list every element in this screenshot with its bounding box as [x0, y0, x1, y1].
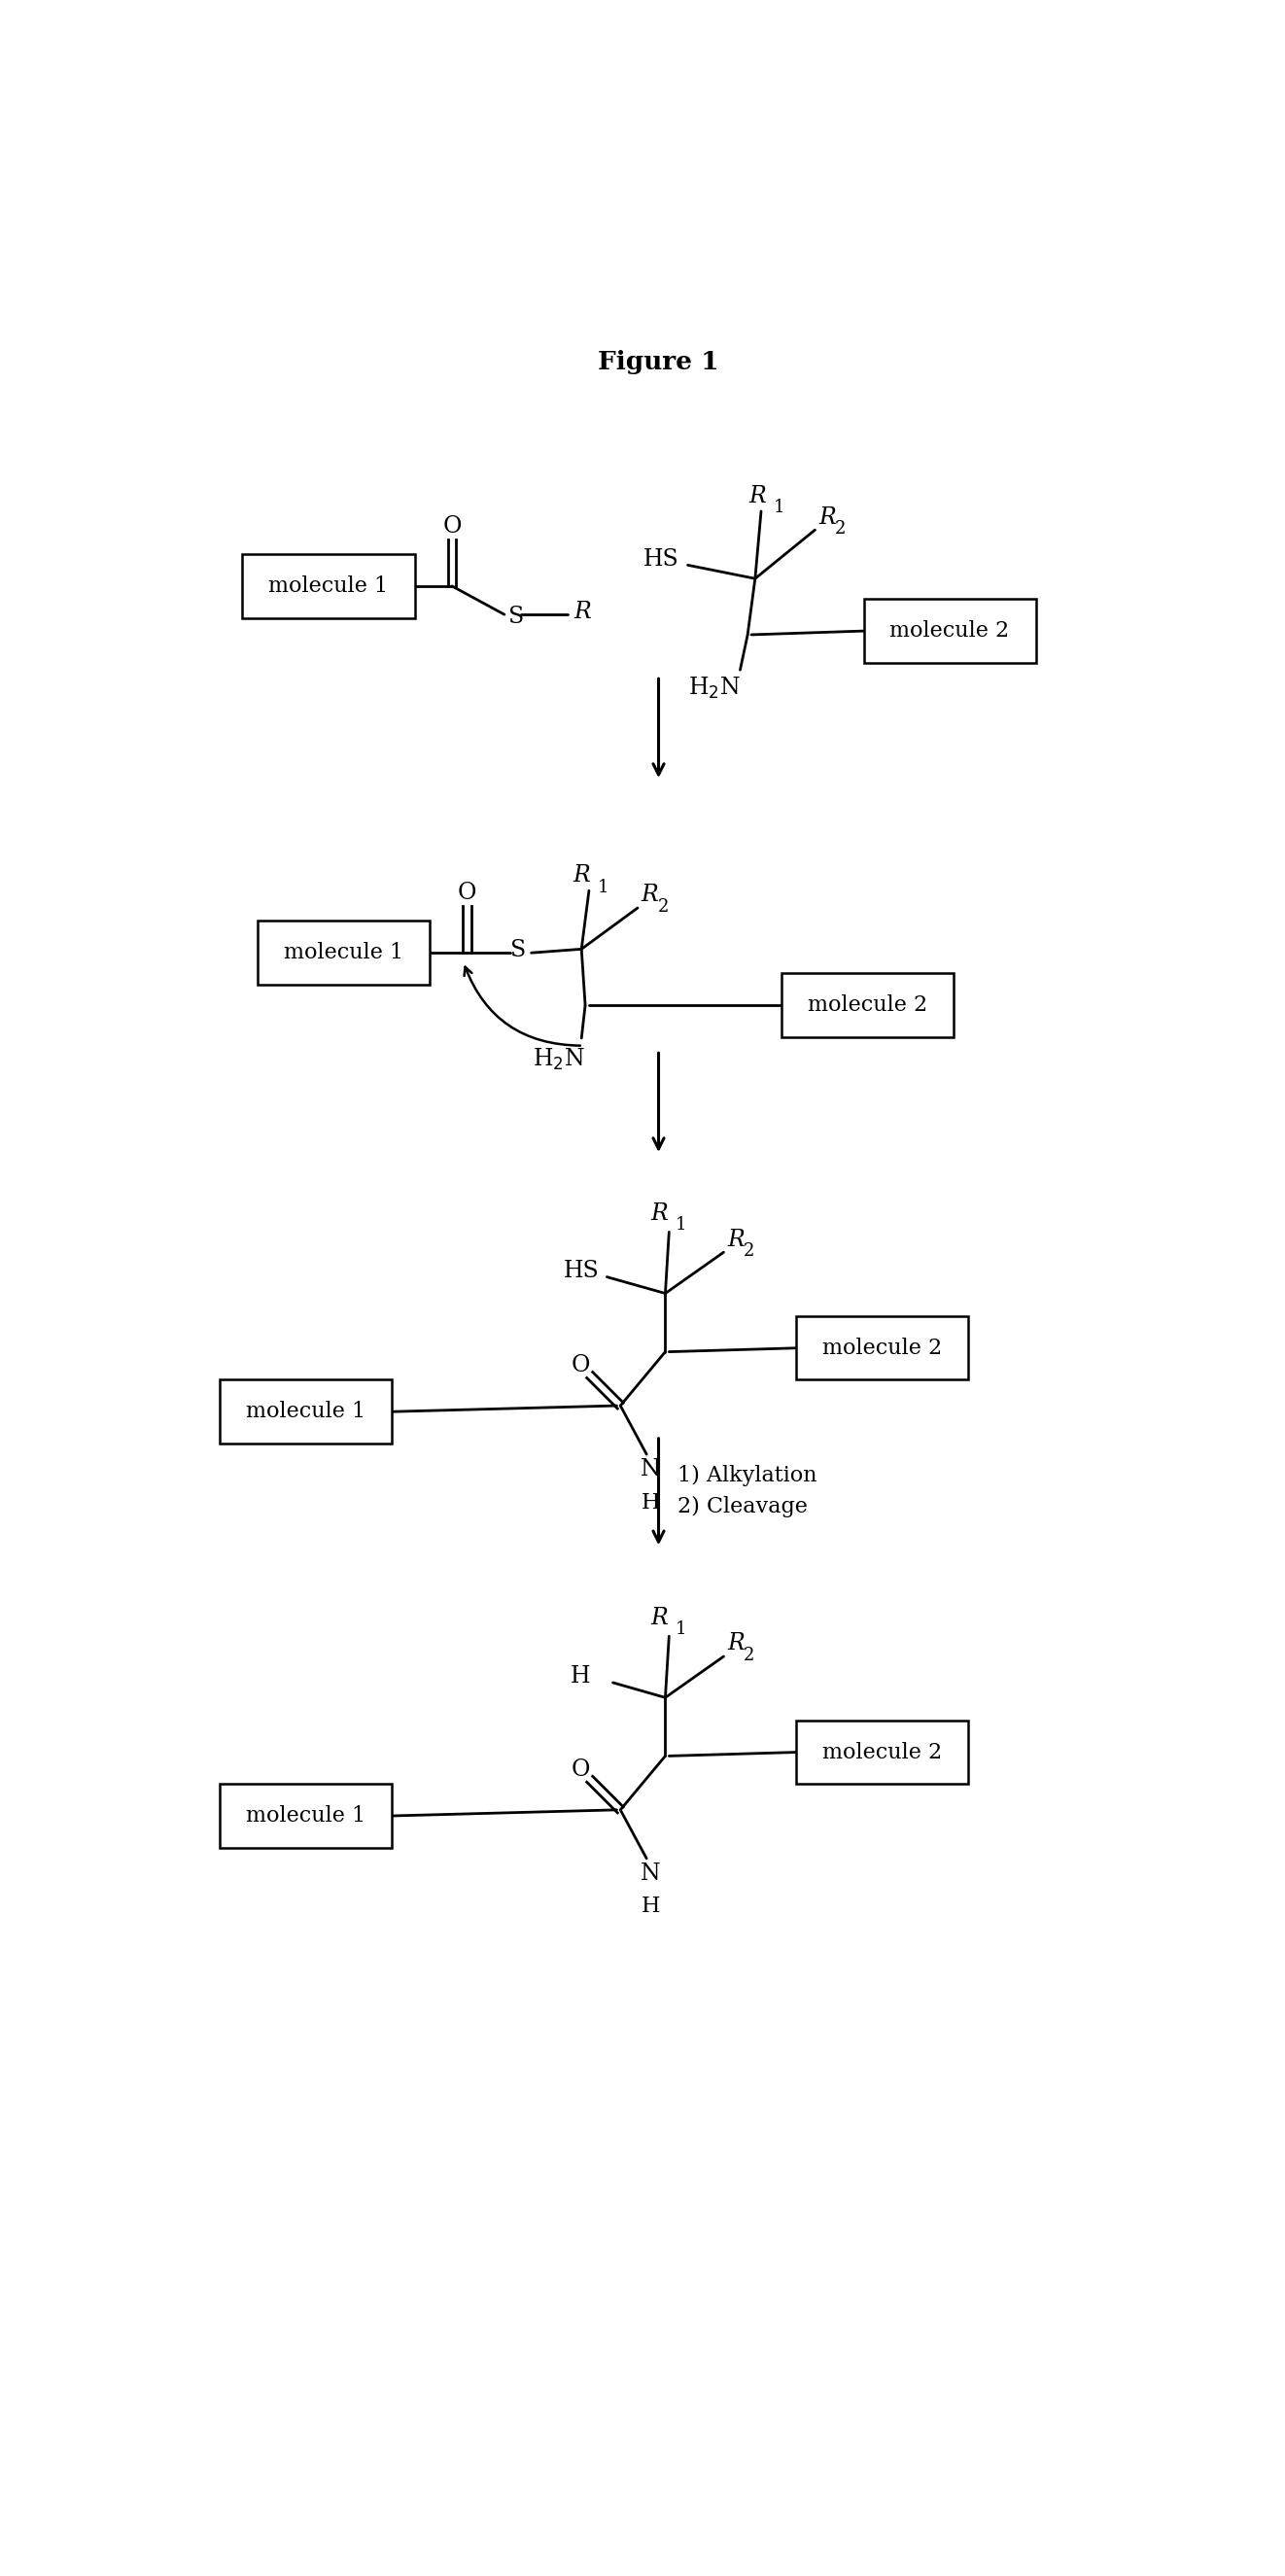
Text: S: S — [510, 938, 526, 961]
Text: N: N — [640, 1458, 660, 1481]
Text: R: R — [819, 505, 837, 528]
Text: R: R — [650, 1203, 668, 1224]
Bar — [797, 1721, 969, 1785]
Text: R: R — [749, 484, 766, 507]
Text: O: O — [571, 1759, 590, 1780]
Text: 1) Alkylation: 1) Alkylation — [677, 1466, 817, 1486]
Text: 1: 1 — [598, 878, 609, 896]
Text: molecule 2: molecule 2 — [891, 621, 1010, 641]
Text: N: N — [640, 1862, 660, 1886]
Text: H: H — [641, 1896, 659, 1917]
Text: molecule 2: molecule 2 — [822, 1741, 942, 1762]
Text: 2) Cleavage: 2) Cleavage — [677, 1497, 807, 1517]
Text: molecule 2: molecule 2 — [822, 1337, 942, 1358]
Text: H$_2$N: H$_2$N — [533, 1046, 585, 1072]
Text: Figure 1: Figure 1 — [598, 350, 720, 374]
Text: molecule 1: molecule 1 — [247, 1401, 366, 1422]
Text: molecule 1: molecule 1 — [269, 574, 388, 598]
Text: H: H — [571, 1667, 590, 1687]
Bar — [781, 974, 953, 1038]
Bar — [797, 1316, 969, 1381]
Text: H$_2$N: H$_2$N — [687, 675, 740, 701]
Text: 1: 1 — [676, 1620, 687, 1638]
Text: 2: 2 — [658, 899, 669, 914]
Text: R: R — [574, 600, 591, 623]
Bar — [257, 922, 429, 984]
Text: 2: 2 — [744, 1242, 756, 1260]
Text: H: H — [641, 1492, 659, 1512]
Text: 1: 1 — [676, 1216, 687, 1234]
Text: molecule 1: molecule 1 — [284, 943, 403, 963]
Text: R: R — [650, 1607, 668, 1628]
FancyArrowPatch shape — [464, 966, 581, 1046]
Text: molecule 1: molecule 1 — [247, 1806, 366, 1826]
Text: 1: 1 — [774, 500, 785, 515]
Bar — [220, 1785, 392, 1847]
Text: R: R — [573, 866, 590, 886]
Text: R: R — [727, 1633, 745, 1654]
Text: 2: 2 — [744, 1646, 756, 1664]
Text: O: O — [442, 515, 461, 538]
Text: S: S — [508, 605, 524, 629]
Text: HS: HS — [564, 1260, 599, 1283]
Text: R: R — [727, 1229, 745, 1252]
Text: R: R — [641, 884, 659, 907]
Text: 2: 2 — [835, 520, 847, 538]
Text: molecule 2: molecule 2 — [807, 994, 928, 1015]
Text: O: O — [571, 1355, 590, 1376]
Bar — [220, 1381, 392, 1443]
Text: O: O — [457, 881, 477, 904]
Bar — [864, 600, 1036, 662]
Text: HS: HS — [642, 549, 678, 569]
Bar — [243, 554, 415, 618]
